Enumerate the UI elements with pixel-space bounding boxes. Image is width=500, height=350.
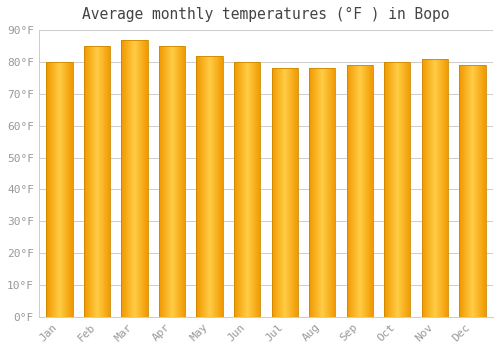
Bar bbox=[84, 46, 110, 317]
Bar bbox=[309, 68, 336, 317]
Bar bbox=[422, 59, 448, 317]
Bar bbox=[384, 62, 410, 317]
Bar bbox=[272, 68, 298, 317]
Bar bbox=[159, 46, 185, 317]
Bar bbox=[196, 56, 223, 317]
Bar bbox=[234, 62, 260, 317]
Title: Average monthly temperatures (°F ) in Bopo: Average monthly temperatures (°F ) in Bo… bbox=[82, 7, 450, 22]
Bar bbox=[460, 65, 485, 317]
Bar bbox=[122, 40, 148, 317]
Bar bbox=[346, 65, 373, 317]
Bar bbox=[46, 62, 72, 317]
